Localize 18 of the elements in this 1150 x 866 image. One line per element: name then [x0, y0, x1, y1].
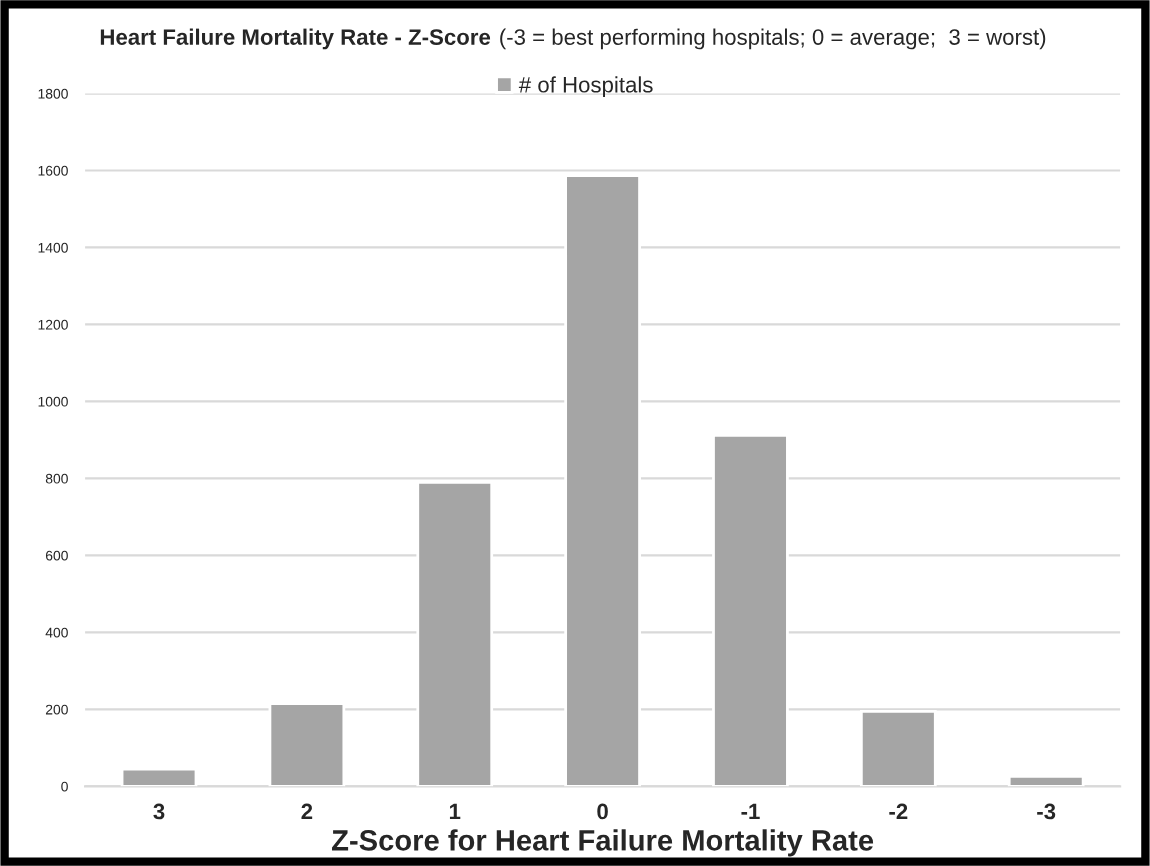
x-tick-label: -1	[741, 803, 760, 820]
bar	[564, 174, 641, 787]
x-tick-label: -2	[889, 803, 908, 820]
chart-subtitle: (-3 = best performing hospitals; 0 = average; 3 = worst)	[500, 28, 1046, 50]
x-tick-label: 0	[597, 803, 608, 820]
x-tick-label: 3	[153, 803, 165, 820]
x-tick-label: -3	[1037, 803, 1056, 820]
x-tick-label: 2	[301, 803, 313, 820]
bar	[712, 433, 789, 787]
legend-label: # of Hospitals	[518, 76, 653, 98]
x-tick-label: 1	[449, 803, 461, 820]
bar	[859, 709, 937, 787]
chart-title: Heart Failure Mortality Rate - Z-Score	[100, 28, 491, 50]
bar	[268, 702, 346, 787]
bar	[1007, 774, 1085, 787]
bar	[120, 767, 198, 787]
x-axis-title: Z-Score for Heart Failure Mortality Rate	[332, 829, 874, 857]
bar	[416, 480, 494, 787]
